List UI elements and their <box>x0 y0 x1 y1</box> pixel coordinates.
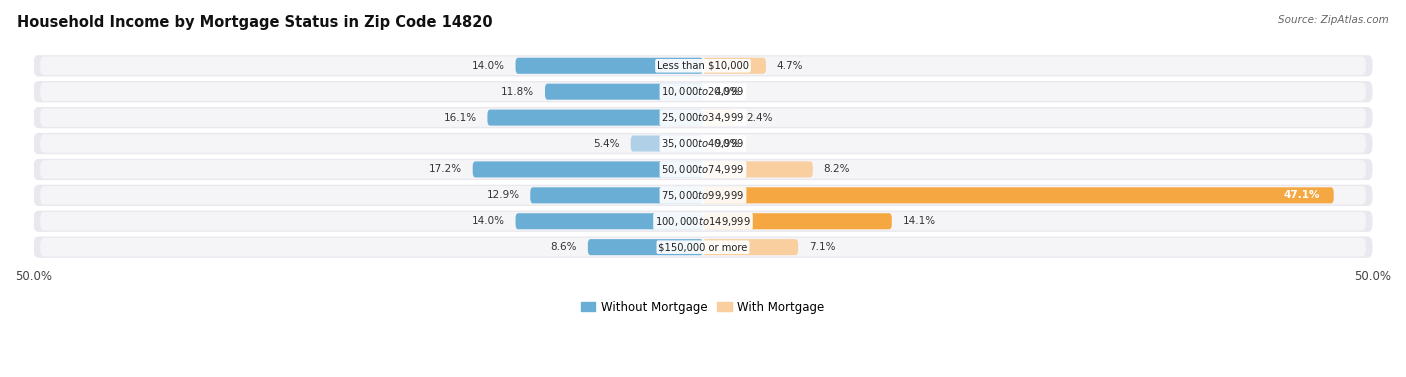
Text: 17.2%: 17.2% <box>429 164 463 175</box>
Text: $50,000 to $74,999: $50,000 to $74,999 <box>661 163 745 176</box>
Text: 12.9%: 12.9% <box>486 190 520 200</box>
Text: $100,000 to $149,999: $100,000 to $149,999 <box>655 215 751 228</box>
Text: Source: ZipAtlas.com: Source: ZipAtlas.com <box>1278 15 1389 25</box>
Legend: Without Mortgage, With Mortgage: Without Mortgage, With Mortgage <box>576 296 830 318</box>
Text: Less than $10,000: Less than $10,000 <box>657 61 749 71</box>
FancyBboxPatch shape <box>34 55 1372 77</box>
Text: 7.1%: 7.1% <box>808 242 835 252</box>
Text: Household Income by Mortgage Status in Zip Code 14820: Household Income by Mortgage Status in Z… <box>17 15 492 30</box>
FancyBboxPatch shape <box>516 58 703 74</box>
FancyBboxPatch shape <box>41 108 1365 127</box>
Text: 14.1%: 14.1% <box>903 216 935 226</box>
Text: 4.7%: 4.7% <box>776 61 803 71</box>
Text: 0.0%: 0.0% <box>714 87 740 97</box>
FancyBboxPatch shape <box>34 159 1372 180</box>
FancyBboxPatch shape <box>530 187 703 203</box>
Text: $10,000 to $24,999: $10,000 to $24,999 <box>661 85 745 98</box>
FancyBboxPatch shape <box>703 110 735 126</box>
FancyBboxPatch shape <box>41 186 1365 205</box>
Text: 14.0%: 14.0% <box>472 216 505 226</box>
FancyBboxPatch shape <box>34 211 1372 232</box>
FancyBboxPatch shape <box>34 236 1372 258</box>
Text: 11.8%: 11.8% <box>501 87 534 97</box>
FancyBboxPatch shape <box>34 107 1372 128</box>
FancyBboxPatch shape <box>588 239 703 255</box>
FancyBboxPatch shape <box>703 239 799 255</box>
FancyBboxPatch shape <box>516 213 703 229</box>
Text: $150,000 or more: $150,000 or more <box>658 242 748 252</box>
Text: 14.0%: 14.0% <box>472 61 505 71</box>
Text: 47.1%: 47.1% <box>1284 190 1320 200</box>
Text: $35,000 to $49,999: $35,000 to $49,999 <box>661 137 745 150</box>
FancyBboxPatch shape <box>41 160 1365 179</box>
FancyBboxPatch shape <box>488 110 703 126</box>
FancyBboxPatch shape <box>703 58 766 74</box>
FancyBboxPatch shape <box>41 57 1365 75</box>
FancyBboxPatch shape <box>546 84 703 100</box>
FancyBboxPatch shape <box>34 185 1372 206</box>
FancyBboxPatch shape <box>41 82 1365 101</box>
Text: 5.4%: 5.4% <box>593 138 620 149</box>
Text: $25,000 to $34,999: $25,000 to $34,999 <box>661 111 745 124</box>
FancyBboxPatch shape <box>703 213 891 229</box>
FancyBboxPatch shape <box>34 133 1372 154</box>
Text: 8.6%: 8.6% <box>551 242 576 252</box>
FancyBboxPatch shape <box>41 134 1365 153</box>
FancyBboxPatch shape <box>703 187 1334 203</box>
FancyBboxPatch shape <box>41 238 1365 256</box>
Text: 0.0%: 0.0% <box>714 138 740 149</box>
FancyBboxPatch shape <box>631 135 703 152</box>
Text: 16.1%: 16.1% <box>443 113 477 123</box>
FancyBboxPatch shape <box>703 161 813 178</box>
FancyBboxPatch shape <box>34 81 1372 102</box>
Text: $75,000 to $99,999: $75,000 to $99,999 <box>661 189 745 202</box>
FancyBboxPatch shape <box>41 212 1365 231</box>
Text: 2.4%: 2.4% <box>745 113 772 123</box>
FancyBboxPatch shape <box>472 161 703 178</box>
Text: 8.2%: 8.2% <box>824 164 851 175</box>
